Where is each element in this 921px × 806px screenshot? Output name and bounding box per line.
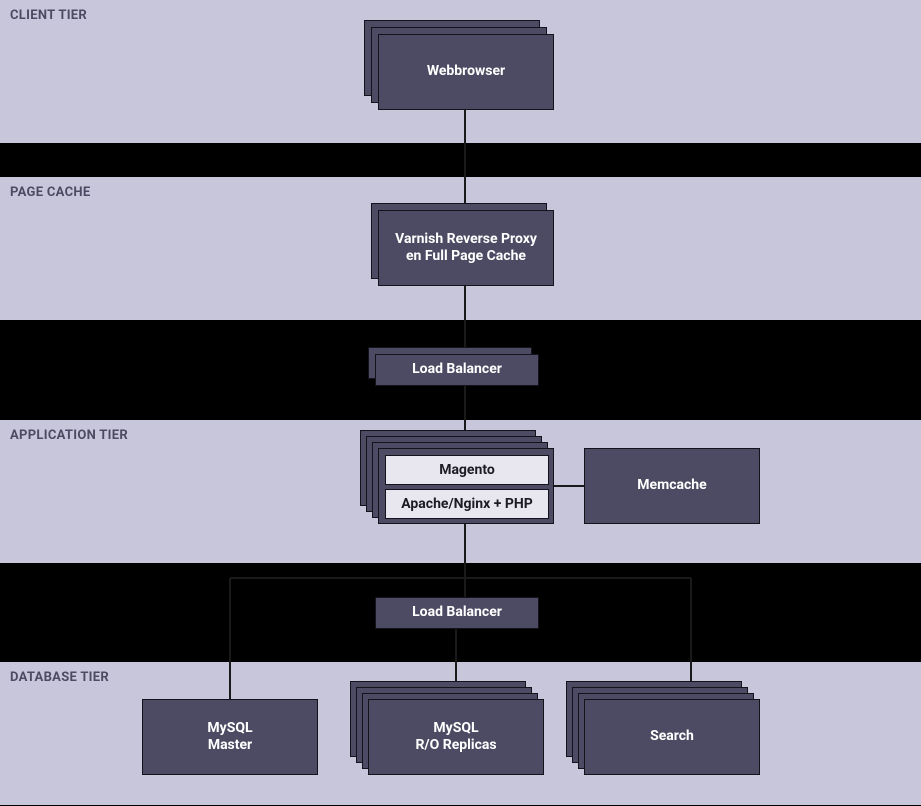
node-search-label: Search — [585, 728, 759, 746]
diagram-canvas: CLIENT TIER PAGE CACHE APPLICATION TIER DAT… — [0, 0, 921, 806]
tier-label-db: DATABASE TIER — [10, 670, 109, 685]
node-mysql_master-label: MySQLMaster — [143, 720, 317, 755]
node-memcache: Memcache — [584, 448, 760, 524]
edge-4 — [464, 524, 466, 597]
edge-6 — [229, 578, 231, 699]
edge-1 — [464, 286, 466, 354]
node-appserver: Magento Apache/Nginx + PHP — [378, 448, 554, 524]
node-lb2-label: Load Balancer — [376, 604, 538, 622]
node-lb1: Load Balancer — [375, 354, 539, 386]
node-webbrowser: Webbrowser — [378, 34, 554, 110]
node-lb2: Load Balancer — [375, 597, 539, 629]
node-appserver-sub-0: Magento — [385, 455, 549, 485]
tier-label-client: CLIENT TIER — [10, 8, 87, 23]
node-lb1-label: Load Balancer — [376, 361, 538, 379]
node-varnish-label: Varnish Reverse Proxyen Full Page Cache — [379, 231, 553, 266]
node-mysql_ro: MySQLR/O Replicas — [368, 699, 544, 775]
edge-5 — [230, 577, 691, 579]
node-webbrowser-label: Webbrowser — [379, 63, 553, 81]
edge-3 — [554, 485, 584, 487]
node-mysql_master: MySQLMaster — [142, 699, 318, 775]
node-memcache-label: Memcache — [585, 477, 759, 495]
tier-label-app: APPLICATION TIER — [10, 428, 128, 443]
tier-label-page: PAGE CACHE — [10, 185, 90, 200]
node-search: Search — [584, 699, 760, 775]
node-mysql_ro-label: MySQLR/O Replicas — [369, 720, 543, 755]
node-varnish: Varnish Reverse Proxyen Full Page Cache — [378, 210, 554, 286]
edge-0 — [464, 110, 466, 210]
node-appserver-sub-1: Apache/Nginx + PHP — [385, 489, 549, 519]
